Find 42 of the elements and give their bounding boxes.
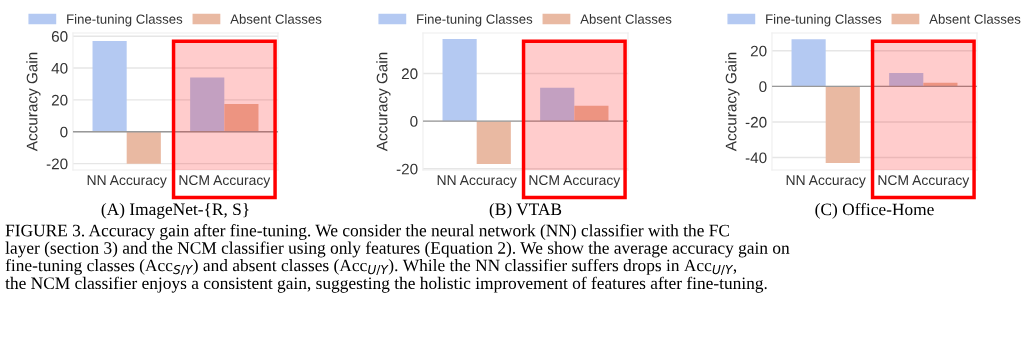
y-tick-label: -40 xyxy=(745,152,767,164)
y-tick-label: 0 xyxy=(60,126,68,138)
y-tick-label: 40 xyxy=(51,62,68,74)
bar xyxy=(889,73,924,87)
legend-label: Absent Classes xyxy=(929,14,1021,24)
text: (B) VTAB xyxy=(489,202,562,219)
legend-label: Absent Classes xyxy=(230,14,322,24)
y-tick-label: 20 xyxy=(51,94,68,106)
bar xyxy=(442,38,477,122)
y-tick-label: 0 xyxy=(410,116,418,127)
x-tick-label: NCM Accuracy xyxy=(179,175,271,188)
x-tick-label: NN Accuracy xyxy=(786,175,866,188)
x-tick-label: NCM Accuracy xyxy=(529,175,621,188)
bar xyxy=(574,105,609,122)
legend-label: Fine-tuning Classes xyxy=(67,14,183,27)
bar xyxy=(92,40,127,132)
y-tick-label: 20 xyxy=(750,45,767,57)
y-tick-label: 20 xyxy=(401,68,418,80)
bar xyxy=(190,77,225,132)
legend-label: Fine-tuning Classes xyxy=(766,14,882,27)
y-tick-label: -20 xyxy=(745,116,767,128)
bar xyxy=(791,39,826,87)
text: (C) Office-Home xyxy=(815,202,934,219)
bar xyxy=(476,121,511,165)
y-tick-label: -20 xyxy=(46,158,68,170)
x-tick-label: NN Accuracy xyxy=(437,175,517,188)
text: FIGURE 3. Accuracy gain after fine-tuning. We consider the neural network (NN) classifier with the FC layer (section 3) and the NCM classifier using only features (Equation 2). We show the average accuracy gain on fine-tuning classes (Acc$_{S/Y}$) and absent classes (Acc$_{U/Y}$). While the NN classifier suffers drops in Acc$_{U/Y}$, the NCM classifier enjoys a consistent gain, suggesting the holistic improvement of features after fine-tuning. xyxy=(5,224,790,293)
y-axis-title: Accuracy Gain xyxy=(26,52,41,152)
bar xyxy=(126,131,161,164)
y-tick-label: 0 xyxy=(759,81,767,93)
bar xyxy=(540,87,575,122)
legend-label: Fine-tuning Classes xyxy=(417,14,533,27)
bar xyxy=(224,103,259,132)
x-tick-label: NCM Accuracy xyxy=(878,175,970,188)
y-tick-label: 60 xyxy=(51,31,68,42)
text: (A) ImageNet-{R, S} xyxy=(101,202,249,219)
y-tick-label: -20 xyxy=(396,163,418,175)
bar xyxy=(825,86,860,163)
x-tick-label: NN Accuracy xyxy=(87,175,167,188)
y-axis-title: Accuracy Gain xyxy=(376,52,391,152)
y-axis-title: Accuracy Gain xyxy=(725,52,740,152)
legend-label: Absent Classes xyxy=(580,14,672,24)
